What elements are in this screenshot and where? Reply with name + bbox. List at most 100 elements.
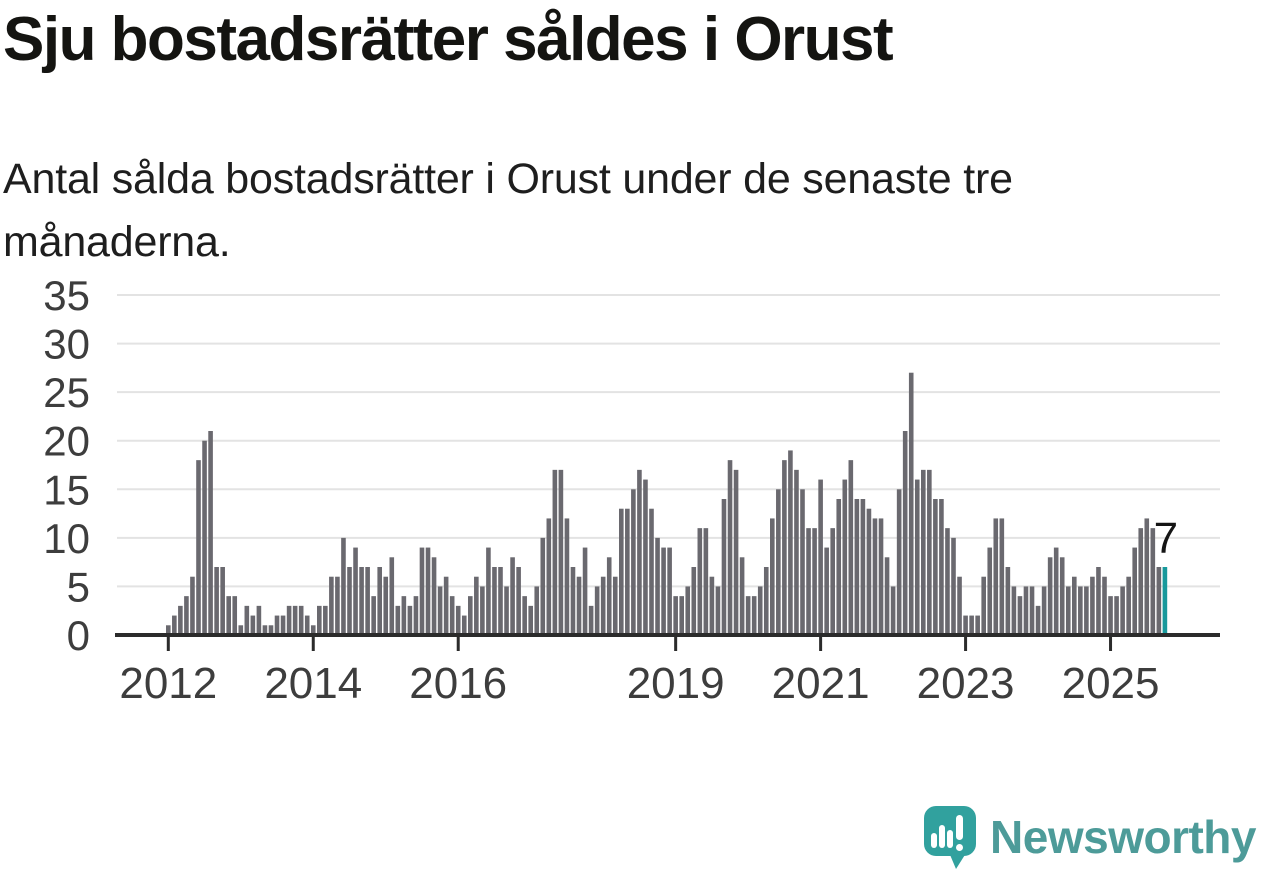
y-tick-label: 5	[67, 563, 90, 610]
bar	[335, 576, 340, 635]
bar	[184, 596, 189, 635]
bar	[1035, 605, 1041, 635]
bar	[715, 586, 721, 635]
bar	[522, 596, 527, 635]
bar	[323, 605, 328, 635]
bar	[619, 508, 624, 635]
bar	[461, 615, 467, 635]
bar	[685, 586, 691, 635]
bar	[842, 479, 848, 635]
bar	[963, 615, 968, 635]
bar	[268, 625, 274, 635]
bar	[866, 508, 872, 635]
bars	[166, 372, 1168, 635]
bar	[359, 567, 364, 635]
bar	[902, 431, 908, 635]
brand-footer: Newsworthy	[922, 804, 1256, 870]
bar	[927, 469, 932, 635]
bar	[878, 518, 884, 635]
bar	[655, 537, 660, 635]
bar	[407, 605, 413, 635]
bar	[1108, 596, 1113, 635]
bar	[969, 615, 974, 635]
x-tick-label: 2025	[1062, 659, 1160, 708]
bar	[890, 586, 896, 635]
bar	[733, 469, 739, 635]
bar	[498, 567, 503, 635]
bar	[770, 518, 775, 635]
y-tick-label: 15	[43, 466, 90, 513]
bar	[449, 596, 455, 635]
x-tick-label: 2014	[264, 659, 362, 708]
bar	[1150, 528, 1156, 635]
bar	[395, 605, 401, 635]
bar	[606, 557, 612, 635]
bar	[389, 557, 395, 635]
x-tick-label: 2023	[917, 659, 1015, 708]
bar	[673, 596, 678, 635]
bar	[951, 537, 956, 635]
x-tick-label: 2016	[409, 659, 507, 708]
bar	[1132, 547, 1137, 635]
bar	[1005, 567, 1011, 635]
bar	[945, 528, 950, 635]
bar	[933, 499, 938, 635]
bar	[1090, 576, 1095, 635]
x-tick	[311, 637, 315, 651]
newsworthy-logo-icon	[924, 806, 977, 869]
bar	[806, 528, 811, 635]
bar	[510, 557, 515, 635]
bar	[214, 567, 219, 635]
y-tick-label: 20	[43, 418, 90, 465]
bar	[341, 537, 346, 635]
bar	[757, 586, 763, 635]
bar	[921, 469, 926, 635]
bar	[492, 567, 497, 635]
bar	[226, 596, 231, 635]
bar	[697, 528, 703, 635]
bar	[292, 605, 298, 635]
bar	[721, 499, 727, 635]
x-tick-label: 2021	[772, 659, 870, 708]
bar	[751, 596, 757, 635]
bar	[1059, 557, 1065, 635]
bar	[830, 528, 835, 635]
bar	[178, 605, 183, 635]
bar	[1023, 586, 1029, 635]
bar	[250, 615, 256, 635]
bar	[244, 605, 250, 635]
x-axis-line	[115, 633, 1220, 637]
bar	[486, 547, 491, 635]
bar	[1011, 586, 1017, 635]
bar	[594, 586, 600, 635]
bar	[202, 440, 207, 635]
bar	[691, 567, 697, 635]
bar	[824, 547, 829, 635]
bar	[1156, 567, 1162, 635]
bar	[516, 567, 521, 635]
bar	[709, 576, 715, 635]
bar	[413, 596, 419, 635]
y-tick-label: 0	[67, 612, 90, 659]
bar	[1138, 528, 1144, 635]
bar	[546, 518, 552, 635]
bar	[939, 499, 944, 635]
chart-subtitle: Antal sålda bostadsrätter i Orust under …	[3, 155, 1013, 266]
bar	[1096, 567, 1101, 635]
bar	[1120, 586, 1125, 635]
bar	[993, 518, 999, 635]
bar	[238, 625, 244, 635]
bar	[310, 625, 316, 635]
bar	[914, 479, 920, 635]
bar	[576, 576, 582, 635]
bar	[848, 460, 854, 635]
bar	[208, 431, 213, 635]
bar	[172, 615, 177, 635]
bar	[286, 605, 292, 635]
bar	[643, 479, 648, 635]
bar	[528, 605, 533, 635]
bar	[1084, 586, 1089, 635]
bar	[1144, 518, 1150, 635]
